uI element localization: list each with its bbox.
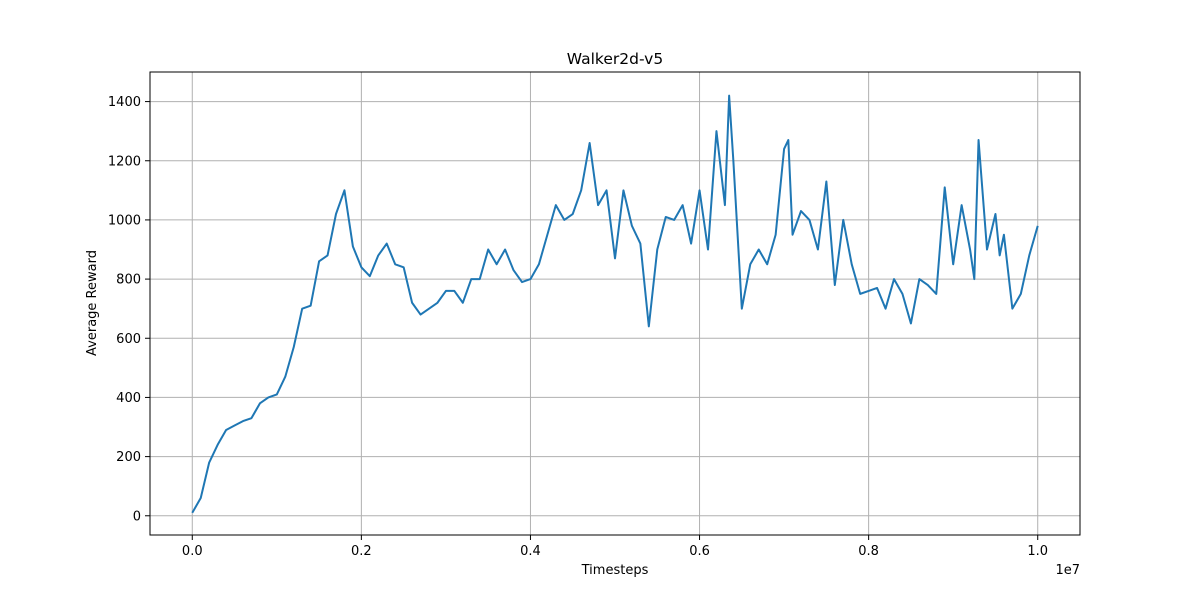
y-tick-label: 400	[116, 391, 141, 406]
axis-ticks: 0.0 0.2 0.4 0.6 0.8 1.0 0 200 400 600 800 1000 1200 1…	[108, 95, 1048, 559]
y-tick-label: 600	[116, 332, 141, 347]
x-tick-label: 0.6	[689, 544, 710, 559]
y-axis-label: Average Reward	[85, 250, 100, 356]
series-line	[191, 94, 1039, 514]
y-tick-label: 200	[116, 450, 141, 465]
chart-title: Walker2d-v5	[567, 50, 663, 68]
x-tick-label: 0.0	[182, 544, 203, 559]
y-tick-label: 1400	[108, 95, 141, 110]
x-tick-label: 0.2	[351, 544, 372, 559]
x-tick-label: 0.4	[520, 544, 541, 559]
x-tick-label: 0.8	[858, 544, 879, 559]
grid-lines	[150, 72, 1080, 535]
y-tick-label: 1000	[108, 213, 141, 228]
y-tick-label: 0	[133, 509, 141, 524]
y-tick-label: 1200	[108, 154, 141, 169]
x-axis-offset-label: 1e7	[1055, 563, 1080, 578]
plot-frame	[149, 71, 1081, 536]
y-tick-label: 800	[116, 273, 141, 288]
x-axis-label: Timesteps	[581, 563, 649, 578]
x-tick-label: 1.0	[1027, 544, 1048, 559]
